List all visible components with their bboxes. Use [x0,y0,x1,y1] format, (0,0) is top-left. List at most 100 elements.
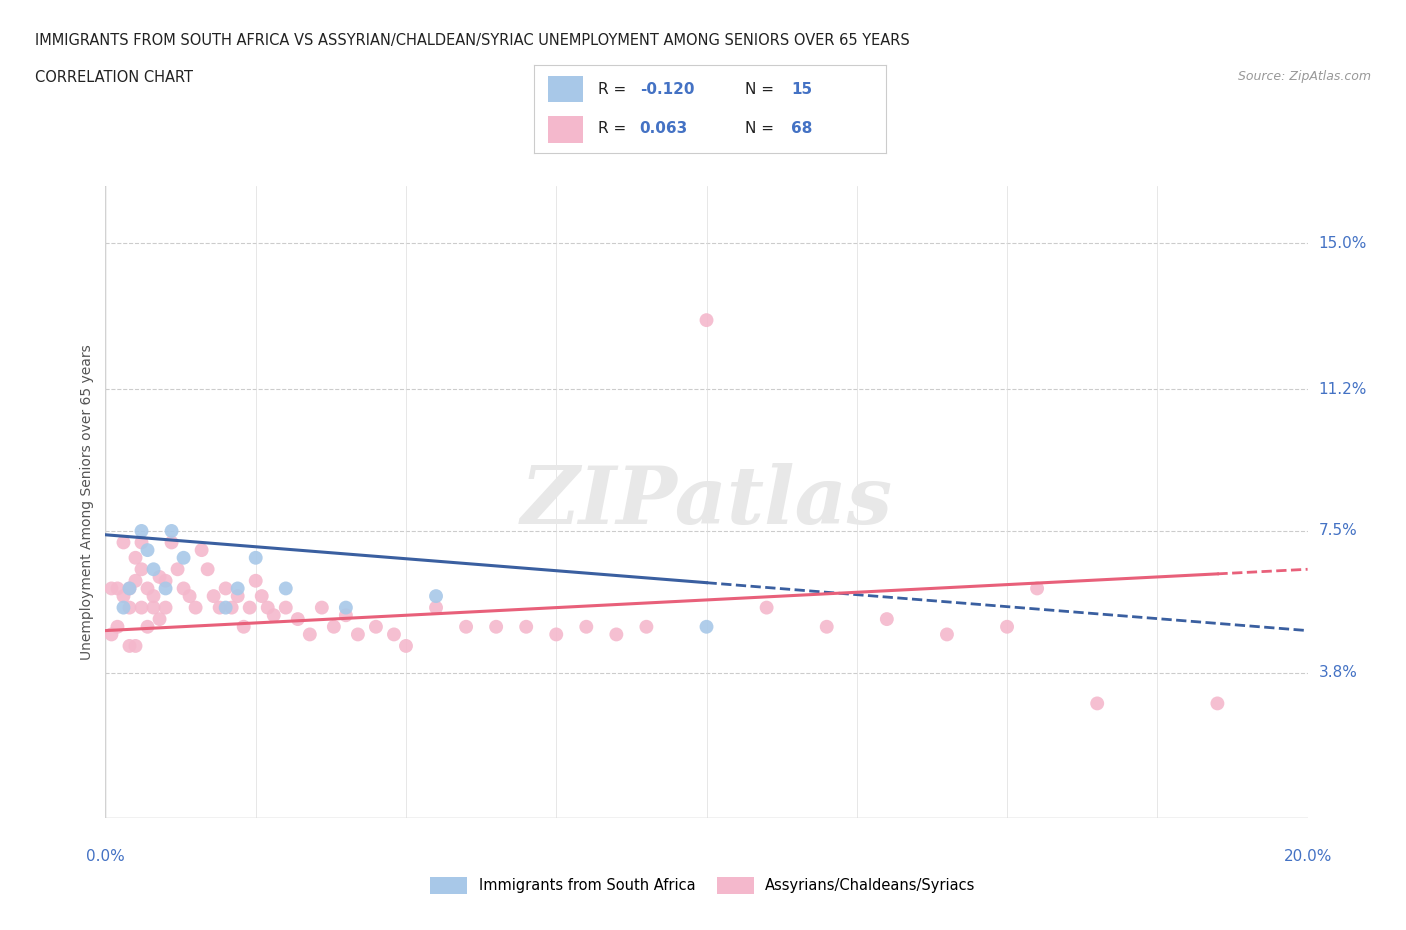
Point [1085,696,1108,711]
Y-axis label: Unemployment Among Seniors over 65 years: Unemployment Among Seniors over 65 years [80,344,94,660]
Point [208,600,231,615]
Text: 11.2%: 11.2% [1319,381,1367,396]
Point [382,627,405,642]
Point [1026,581,1049,596]
Point [221,600,243,615]
Point [263,608,285,623]
Text: R =: R = [598,83,631,98]
Text: Source: ZipAtlas.com: Source: ZipAtlas.com [1237,70,1371,83]
Point [454,619,477,634]
Point [1206,696,1229,711]
Point [214,600,236,615]
Text: R =: R = [598,121,631,136]
Point [274,581,297,596]
Point [815,619,838,634]
Point [696,312,718,327]
Point [226,589,249,604]
Point [124,639,146,654]
Text: -0.120: -0.120 [640,83,695,98]
Point [190,543,212,558]
Point [605,627,627,642]
Point [214,581,236,596]
Point [166,562,188,577]
Point [136,619,159,634]
Point [100,627,122,642]
Point [155,581,177,596]
Point [142,562,165,577]
Point [755,600,778,615]
Point [232,619,254,634]
Point [148,569,170,584]
Text: IMMIGRANTS FROM SOUTH AFRICA VS ASSYRIAN/CHALDEAN/SYRIAC UNEMPLOYMENT AMONG SENI: IMMIGRANTS FROM SOUTH AFRICA VS ASSYRIAN… [35,33,910,47]
Point [142,600,165,615]
Point [160,524,183,538]
Point [155,600,177,615]
Point [118,581,141,596]
Text: CORRELATION CHART: CORRELATION CHART [35,70,193,85]
Point [202,589,225,604]
Point [256,600,278,615]
Text: 20.0%: 20.0% [1284,849,1331,864]
Text: 0.063: 0.063 [640,121,688,136]
Point [131,600,153,615]
Point [107,581,129,596]
Point [298,627,321,642]
Point [136,581,159,596]
Point [995,619,1018,634]
Bar [548,75,583,102]
Point [131,535,153,550]
Legend: Immigrants from South Africa, Assyrians/Chaldeans/Syriacs: Immigrants from South Africa, Assyrians/… [425,871,981,899]
Point [876,612,898,627]
Point [131,562,153,577]
Text: N =: N = [745,83,779,98]
Point [160,535,183,550]
Point [311,600,333,615]
Text: ZIPatlas: ZIPatlas [520,463,893,541]
Point [245,573,267,588]
Point [425,600,447,615]
Point [335,600,357,615]
Point [112,600,135,615]
Point [287,612,309,627]
Point [425,589,447,604]
Point [575,619,598,634]
Point [184,600,207,615]
Point [148,612,170,627]
Point [107,619,129,634]
Point [546,627,568,642]
Point [936,627,959,642]
Point [124,573,146,588]
Point [118,639,141,654]
Point [173,551,195,565]
Point [197,562,219,577]
Point [155,573,177,588]
Point [364,619,387,634]
Point [118,581,141,596]
Text: 3.8%: 3.8% [1319,665,1358,680]
Point [485,619,508,634]
Point [274,600,297,615]
Text: 0.0%: 0.0% [86,849,125,864]
Point [250,589,273,604]
Point [239,600,262,615]
Point [112,535,135,550]
Point [124,551,146,565]
Text: 15.0%: 15.0% [1319,236,1367,251]
Text: N =: N = [745,121,779,136]
Point [100,581,122,596]
Point [395,639,418,654]
Point [142,589,165,604]
Text: 7.5%: 7.5% [1319,524,1357,538]
Point [636,619,658,634]
Point [136,543,159,558]
Point [226,581,249,596]
Point [112,589,135,604]
Point [335,608,357,623]
Point [118,600,141,615]
Point [347,627,370,642]
Point [322,619,344,634]
Point [515,619,537,634]
Text: 68: 68 [790,121,813,136]
Bar [548,116,583,143]
Point [173,581,195,596]
